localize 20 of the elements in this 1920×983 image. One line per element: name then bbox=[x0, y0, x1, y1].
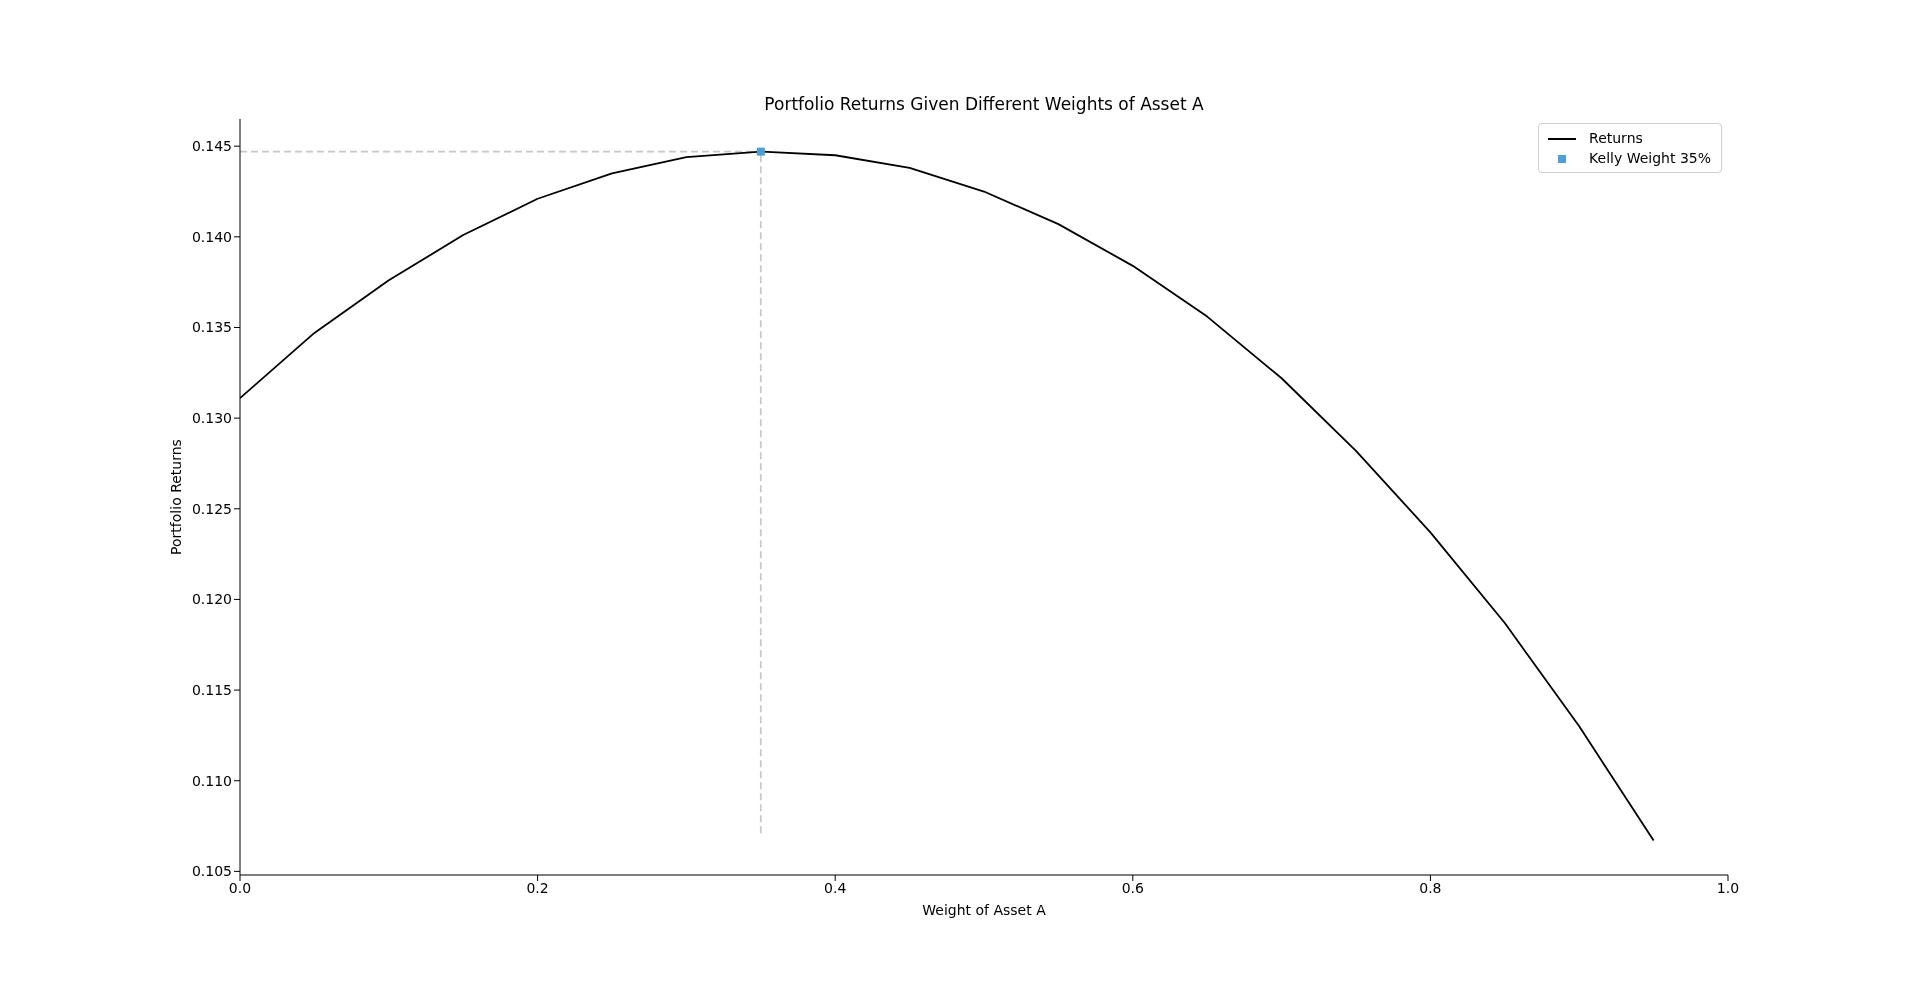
x-tick-label: 0.4 bbox=[824, 879, 847, 896]
legend-label: Kelly Weight 35% bbox=[1589, 150, 1711, 166]
x-tick-label: 0.0 bbox=[228, 879, 252, 896]
y-tick-label: 0.145 bbox=[191, 138, 232, 155]
y-tick-label: 0.140 bbox=[191, 228, 232, 245]
y-tick-label: 0.120 bbox=[191, 591, 232, 608]
y-axis-title: Portfolio Returns bbox=[167, 439, 185, 555]
legend-label: Returns bbox=[1589, 130, 1643, 146]
y-tick-label: 0.105 bbox=[191, 863, 232, 880]
x-axis-title: Weight of Asset A bbox=[921, 901, 1047, 919]
y-tick-label: 0.115 bbox=[191, 682, 232, 699]
chart-title: Portfolio Returns Given Different Weights of Asset A bbox=[763, 93, 1205, 115]
y-tick-label: 0.110 bbox=[191, 772, 232, 789]
x-tick-label: 0.2 bbox=[526, 879, 549, 896]
x-tick-label: 0.8 bbox=[1419, 879, 1442, 896]
y-tick-label: 0.125 bbox=[191, 500, 232, 517]
y-tick-label: 0.130 bbox=[191, 410, 232, 427]
x-tick-label: 1.0 bbox=[1716, 879, 1740, 896]
x-tick-label: 0.6 bbox=[1121, 879, 1145, 896]
y-tick-label: 0.135 bbox=[191, 319, 232, 336]
